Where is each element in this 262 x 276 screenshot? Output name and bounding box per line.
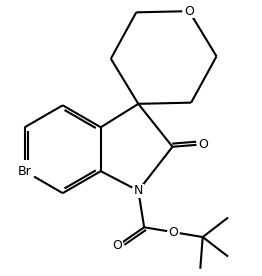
Text: O: O — [198, 138, 208, 151]
Text: O: O — [184, 5, 194, 18]
Text: N: N — [134, 184, 143, 197]
Text: Br: Br — [18, 165, 31, 178]
Text: O: O — [112, 239, 122, 252]
Text: O: O — [168, 226, 178, 239]
